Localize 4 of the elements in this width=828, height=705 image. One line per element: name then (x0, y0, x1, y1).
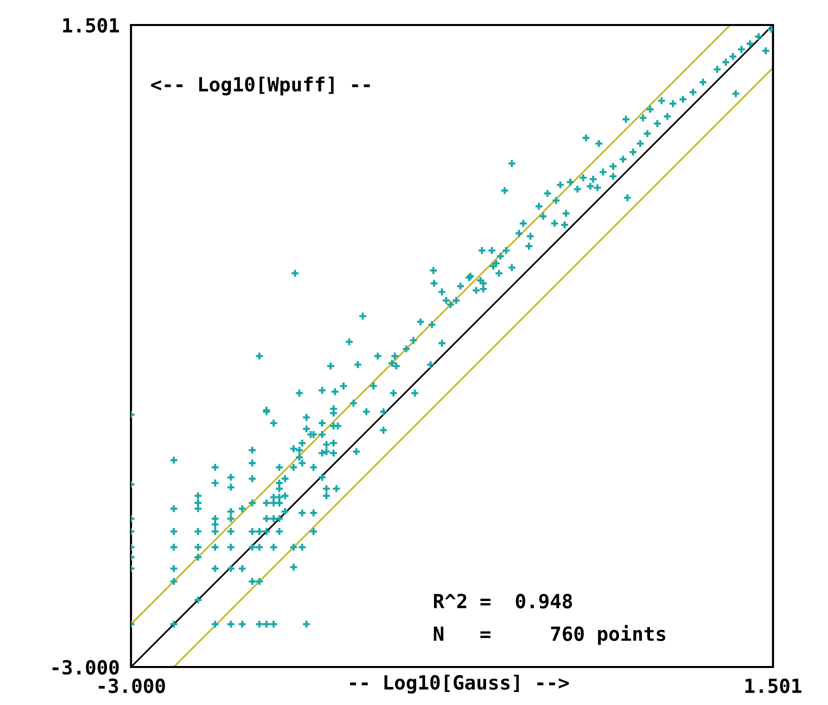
annotation: R^2 = 0.948 (434, 594, 572, 609)
x-axis-title: -- Log10[Gauss] --> (350, 674, 569, 694)
annotation: N = 760 points (434, 624, 666, 645)
y-axis-title: <-- Log10[Wpuff] -- (151, 76, 370, 96)
